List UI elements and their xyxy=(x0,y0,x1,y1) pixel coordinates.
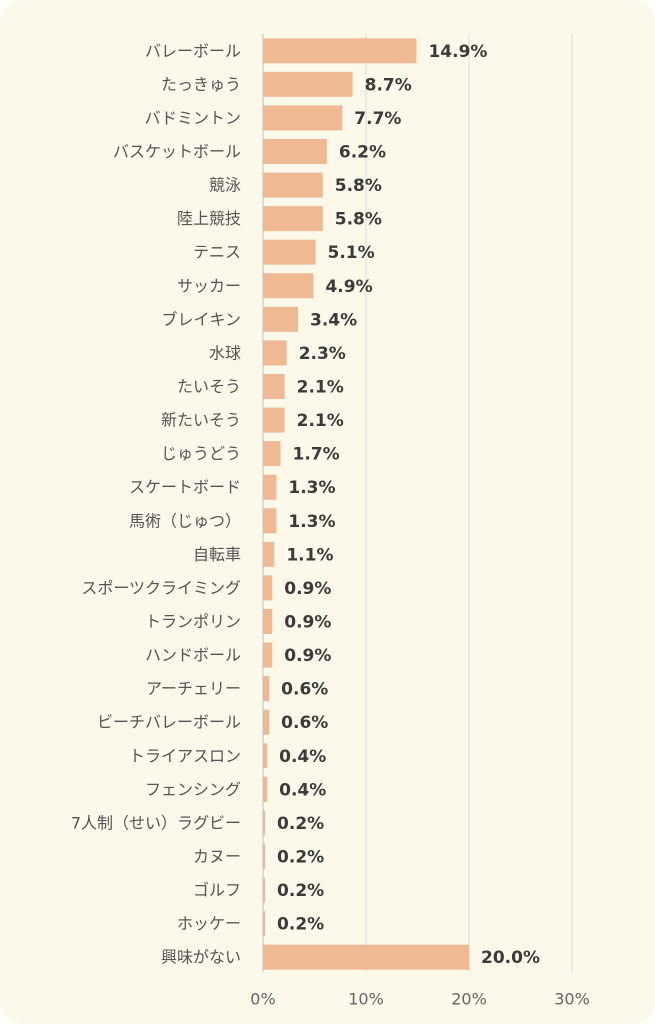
bar xyxy=(263,273,314,299)
bar xyxy=(263,508,277,534)
category-label: ホッケー xyxy=(177,914,241,933)
data-label: 20.0% xyxy=(481,948,540,968)
x-tick-label: 0% xyxy=(250,990,275,1009)
category-label: フェンシング xyxy=(145,780,241,799)
bar xyxy=(263,776,268,802)
bar xyxy=(263,138,327,164)
bar xyxy=(263,441,281,467)
category-label: 水球 xyxy=(209,343,241,362)
bar xyxy=(263,373,285,399)
category-label: ゴルフ xyxy=(193,881,241,900)
bar xyxy=(263,709,270,735)
category-label: たっきゅう xyxy=(161,75,241,94)
bar xyxy=(263,407,285,433)
category-label: 馬術（じゅつ） xyxy=(129,511,241,530)
data-label: 0.4% xyxy=(279,780,326,800)
x-tick-label: 20% xyxy=(451,990,487,1009)
x-tick-label: 30% xyxy=(554,990,590,1009)
category-label: ビーチバレーボール xyxy=(97,713,241,732)
bar xyxy=(263,843,266,869)
data-label: 1.3% xyxy=(288,512,335,532)
category-labels: バレーボールたっきゅうバドミントンバスケットボール競泳陸上競技テニスサッカーブレ… xyxy=(71,41,241,966)
category-label: じゅうどう xyxy=(161,444,241,463)
category-label: ブレイキン xyxy=(161,310,241,329)
category-label: 興味がない xyxy=(161,948,241,967)
data-label: 2.1% xyxy=(297,377,344,397)
data-label: 2.1% xyxy=(297,411,344,431)
bar xyxy=(263,676,270,702)
category-label: ハンドボール xyxy=(145,646,241,665)
category-label: トライアスロン xyxy=(129,746,241,765)
bar xyxy=(263,38,417,64)
data-label: 0.9% xyxy=(284,646,331,666)
bar xyxy=(263,911,266,937)
data-label: 0.9% xyxy=(284,612,331,632)
category-label: スポーツクライミング xyxy=(81,578,241,597)
data-label: 2.3% xyxy=(299,344,346,364)
category-label: バスケットボール xyxy=(113,142,241,161)
data-label: 0.2% xyxy=(277,847,324,867)
data-label: 6.2% xyxy=(339,142,386,162)
data-label: 5.8% xyxy=(335,176,382,196)
data-label: 0.6% xyxy=(281,713,328,733)
bar xyxy=(263,71,353,97)
data-label: 1.3% xyxy=(288,478,335,498)
category-label: カヌー xyxy=(193,847,241,866)
bar xyxy=(263,306,299,332)
data-label: 14.9% xyxy=(428,42,487,62)
bar xyxy=(263,944,469,970)
bar xyxy=(263,642,273,668)
category-label: 自転車 xyxy=(193,545,241,564)
x-tick-label: 10% xyxy=(348,990,384,1009)
data-label: 8.7% xyxy=(365,75,412,95)
category-label: バレーボール xyxy=(145,41,241,60)
bar xyxy=(263,575,273,601)
category-label: アーチェリー xyxy=(146,679,241,698)
data-label: 0.2% xyxy=(277,814,324,834)
bar xyxy=(263,743,268,769)
data-label: 5.8% xyxy=(335,210,382,230)
bar xyxy=(263,206,323,232)
bar xyxy=(263,877,266,903)
data-label: 0.4% xyxy=(279,747,326,767)
data-label: 0.2% xyxy=(277,915,324,935)
data-label: 7.7% xyxy=(354,109,401,129)
category-label: 7人制（せい）ラグビー xyxy=(71,813,241,832)
data-label: 3.4% xyxy=(310,310,357,330)
category-label: トランポリン xyxy=(145,612,241,631)
category-label: たいそう xyxy=(177,377,241,396)
category-label: 陸上競技 xyxy=(177,209,241,228)
data-label: 5.1% xyxy=(328,243,375,263)
bars xyxy=(263,38,469,970)
value-labels: 14.9% 8.7% 7.7% 6.2% 5.8% 5.8% 5.1% 4.9% 3.4% 2.3… xyxy=(277,42,540,968)
bar xyxy=(263,541,275,567)
bar xyxy=(263,239,316,265)
data-label: 1.1% xyxy=(286,545,333,565)
category-label: バドミントン xyxy=(145,108,241,127)
data-label: 0.2% xyxy=(277,881,324,901)
bar xyxy=(263,608,273,634)
data-label: 1.7% xyxy=(293,445,340,465)
bar xyxy=(263,810,266,836)
data-label: 0.9% xyxy=(284,579,331,599)
data-label: 0.6% xyxy=(281,680,328,700)
category-label: 新たいそう xyxy=(161,411,241,430)
bar xyxy=(263,474,277,500)
x-axis-ticks: 0% 10% 20% 30% xyxy=(250,990,589,1009)
bar xyxy=(263,172,323,198)
category-label: テニス xyxy=(193,243,241,262)
category-label: サッカー xyxy=(177,276,241,295)
data-label: 4.9% xyxy=(325,277,372,297)
category-label: スケートボード xyxy=(129,478,241,497)
category-label: 競泳 xyxy=(209,176,241,195)
bar xyxy=(263,105,343,131)
bar xyxy=(263,340,287,366)
